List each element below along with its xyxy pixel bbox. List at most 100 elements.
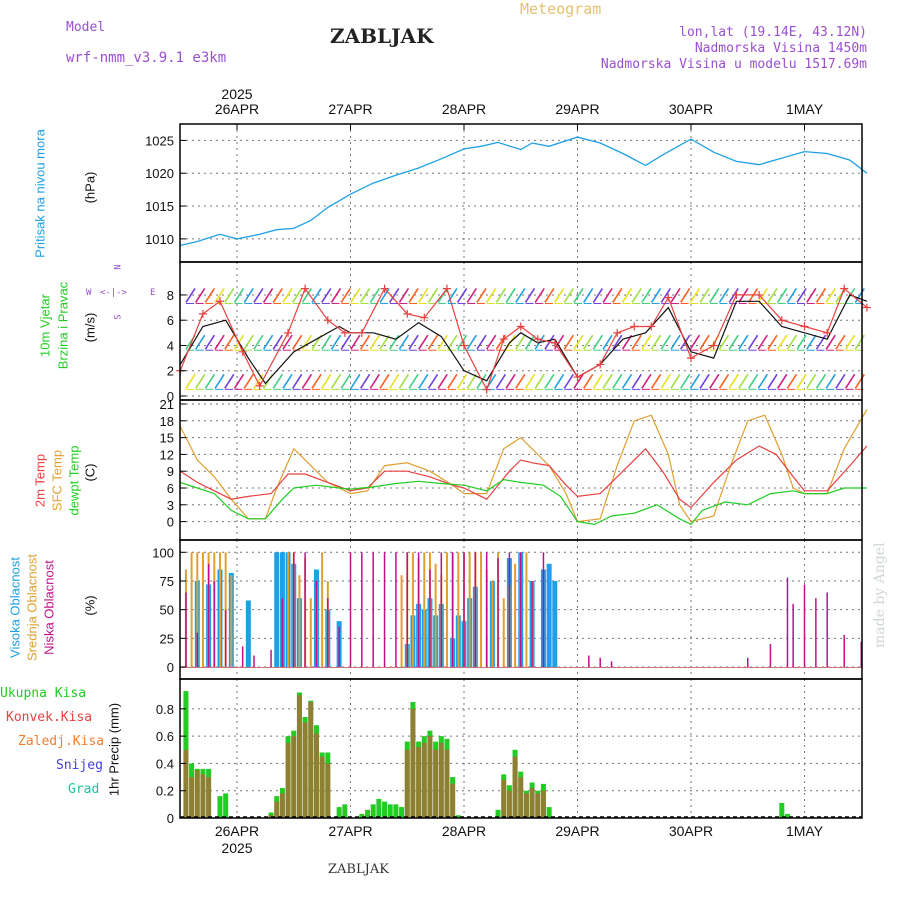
wind-gust-marker [709,341,718,350]
wind-barb [224,288,235,303]
cloud-bar [429,569,431,667]
cloud-bar [315,580,318,667]
wind-barb [447,373,458,389]
wind-barb [767,373,778,389]
cloud-bar [423,552,426,667]
wind-barb [806,288,817,303]
cloud-bar [463,552,465,667]
wind-barb [437,373,448,389]
cloud-bar [468,552,471,667]
wind-barb [301,334,313,350]
cloud-bar [599,657,601,667]
wind-barb [524,373,536,389]
wind-barb [767,334,778,350]
wind-barb [359,334,371,350]
wind-barb [689,373,701,389]
precip-bar [285,742,291,818]
wind-barb [553,288,565,303]
precip-bar [495,809,501,818]
wind-barb [524,288,536,303]
wind-barb [592,334,604,350]
wind-barb [243,288,254,303]
wind-barb [389,373,400,389]
wind-barb [583,288,594,303]
footer-station: ZABLJAK [328,862,389,877]
wind-gust-marker [357,328,366,337]
wind-gust-marker [403,309,412,318]
bottom-day-label: 29APR [555,823,599,839]
wind-barb [631,288,642,303]
cloud-bar [372,552,374,667]
wind-barb [243,334,254,350]
wind-barb [389,288,400,303]
y-tick-label: 9 [167,464,174,479]
wind-barb [660,288,671,303]
wind-barb [292,373,303,389]
wind-barb [204,373,216,389]
y-tick-label: 0.2 [156,784,174,799]
wind-barb [408,373,419,389]
wind-gust-marker [499,335,508,344]
wind-barb [738,373,749,389]
wind-gust-marker [516,322,525,331]
precip-bar [325,763,331,818]
precip-bar [433,749,439,818]
precip-bar [382,801,388,818]
wind-barb [447,288,458,303]
wind-barb [185,288,196,303]
precip-bar [376,798,382,818]
precip-bar [183,749,189,818]
top-day-label: 28APR [442,101,486,117]
wind-barb [301,373,313,389]
wind-speed-line [179,294,868,385]
y-tick-label: 25 [160,631,174,646]
wind-barb [185,373,196,389]
legend-conv-rain: Konvek.Kisa [6,710,93,725]
wind-barb [728,334,739,350]
wind-gust-marker [420,313,429,322]
wind-barb [311,373,322,389]
wind-barb [563,373,574,389]
wind-gust-marker [596,360,605,369]
wind-barb [815,373,827,389]
wind-barb [757,334,768,350]
top-day-label: 27APR [328,101,372,117]
wind-barb [573,334,584,350]
y-tick-label: 3 [167,498,174,513]
cloud-bar [546,563,552,667]
y-tick-label: 75 [160,574,174,589]
wind-barb [825,373,836,389]
wind-barb [718,334,730,350]
wind-barb [350,373,361,389]
cloud-bar [525,552,528,667]
wind-barb [796,334,807,350]
wind-barb [359,288,371,303]
wind-barb [854,334,865,350]
wind-gust-marker [823,328,832,337]
wind-gust-marker [732,290,741,299]
wind-barb [660,373,671,389]
cloud-bar [457,552,460,667]
wind-barb [718,288,730,303]
wind-barb [612,334,623,350]
precip-bar [501,779,507,818]
wind-barb [418,334,429,350]
wind-barb [379,334,390,350]
cloud-bar [321,552,324,667]
y-tick-label: 0.4 [156,756,174,771]
cloud-bar [411,552,414,667]
precip-bar [189,777,195,818]
wind-gust-marker [284,328,293,337]
wind-barb [825,288,836,303]
top-day-label: 1MAY [786,101,824,117]
wind-barb [505,373,516,389]
wind-barb [476,334,487,350]
wind-barb [835,334,846,350]
cloud-bar [274,552,280,667]
cloud-bar [349,552,352,667]
precip-bar [296,695,302,818]
wind-barb [553,373,565,389]
precip-bar [279,793,285,818]
wind-barb [573,288,584,303]
